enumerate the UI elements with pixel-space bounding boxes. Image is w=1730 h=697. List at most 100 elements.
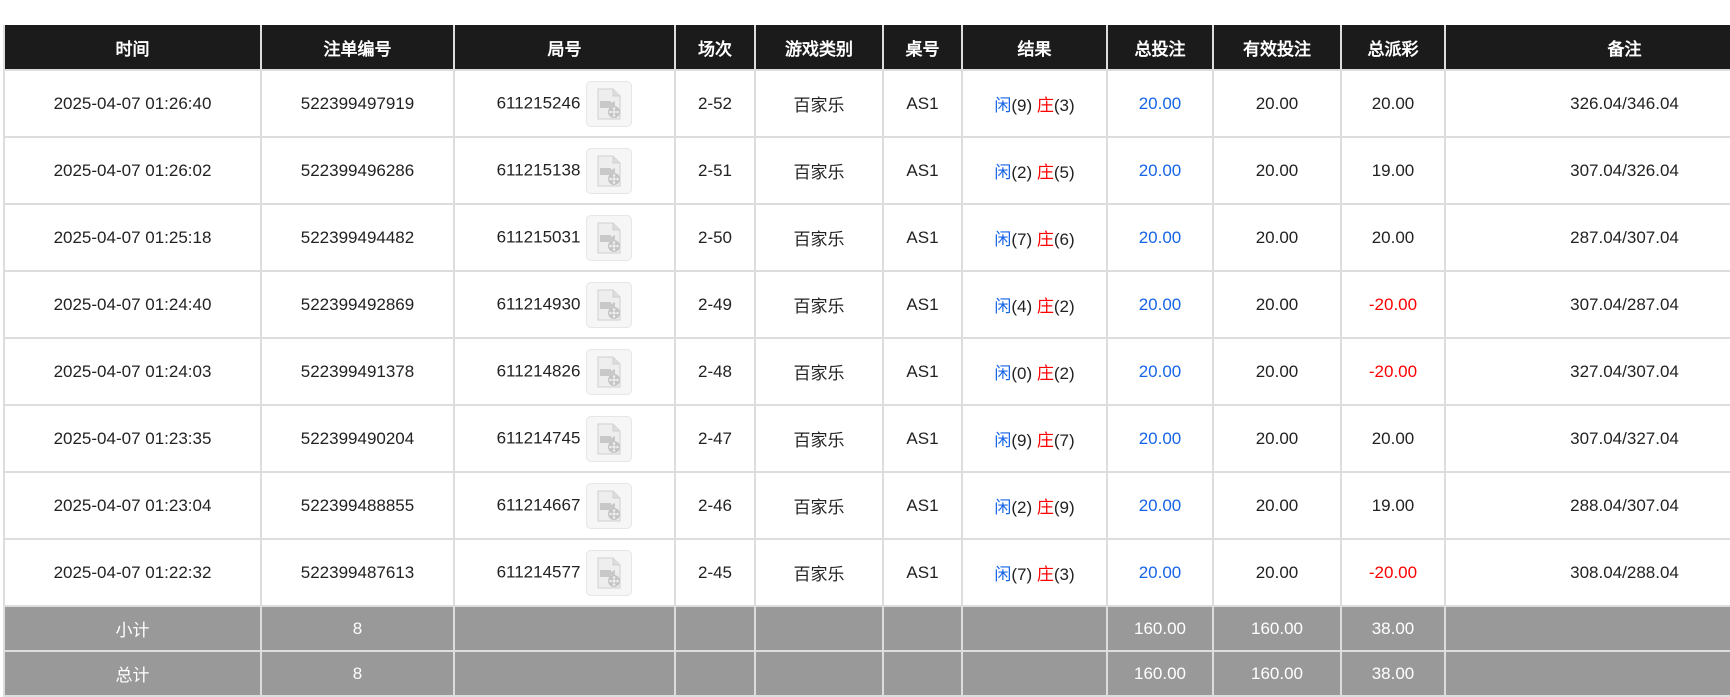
column-header: 局号 <box>453 25 676 71</box>
time-cell: 2025-04-07 01:26:40 <box>3 69 262 138</box>
time-cell: 2025-04-07 01:23:35 <box>3 404 262 473</box>
video-file-icon[interactable] <box>586 281 633 328</box>
column-header: 游戏类别 <box>754 25 884 71</box>
total-valid-bet: 160.00 <box>1212 650 1342 697</box>
player-score: (9) <box>1011 96 1033 115</box>
round-number: 611215138 <box>496 159 581 179</box>
table-number-cell: AS1 <box>882 471 963 540</box>
total-bet-cell[interactable]: 20.00 <box>1106 538 1214 607</box>
time-cell: 2025-04-07 01:25:18 <box>3 203 262 272</box>
valid-bet-cell: 20.00 <box>1212 337 1342 406</box>
column-header: 备注 <box>1444 25 1730 71</box>
video-file-icon[interactable] <box>586 415 633 462</box>
payout-cell: -20.00 <box>1340 270 1446 339</box>
bet-id-cell: 522399492869 <box>260 270 455 339</box>
player-score: (4) <box>1011 297 1033 316</box>
table-number-cell: AS1 <box>882 203 963 272</box>
table-number-cell: AS1 <box>882 404 963 473</box>
column-header: 时间 <box>3 25 262 71</box>
empty-cell <box>754 605 884 652</box>
total-bet-cell[interactable]: 20.00 <box>1106 404 1214 473</box>
total-bet-cell[interactable]: 20.00 <box>1106 337 1214 406</box>
total-bet-cell[interactable]: 20.00 <box>1106 69 1214 138</box>
banker-score: (2) <box>1053 297 1075 316</box>
banker-label: 庄 <box>1036 230 1054 249</box>
total-count: 8 <box>260 650 455 697</box>
round-number: 611214826 <box>496 360 581 380</box>
bet-id-cell: 522399488855 <box>260 471 455 540</box>
player-label: 闲 <box>994 230 1012 249</box>
video-file-icon[interactable] <box>586 214 633 261</box>
empty-cell <box>882 605 963 652</box>
shoe-cell: 2-48 <box>674 337 756 406</box>
table-row: 2025-04-07 01:23:35 522399490204 611214745… <box>3 404 1730 473</box>
shoe-cell: 2-52 <box>674 69 756 138</box>
valid-bet-cell: 20.00 <box>1212 471 1342 540</box>
payout-cell: -20.00 <box>1340 538 1446 607</box>
total-row: 总计 8 160.00 160.00 38.00 <box>3 650 1730 697</box>
player-score: (2) <box>1011 163 1033 182</box>
payout-cell: -20.00 <box>1340 337 1446 406</box>
video-file-icon[interactable] <box>586 147 633 194</box>
banker-label: 庄 <box>1036 163 1054 182</box>
video-file-icon[interactable] <box>586 80 633 127</box>
total-bet-cell[interactable]: 20.00 <box>1106 136 1214 205</box>
table-number-cell: AS1 <box>882 69 963 138</box>
table-row: 2025-04-07 01:22:32 522399487613 611214577… <box>3 538 1730 607</box>
valid-bet-cell: 20.00 <box>1212 136 1342 205</box>
total-bet-cell[interactable]: 20.00 <box>1106 270 1214 339</box>
time-cell: 2025-04-07 01:24:40 <box>3 270 262 339</box>
video-file-icon[interactable] <box>586 482 633 529</box>
empty-cell <box>674 650 756 697</box>
payout-cell: 20.00 <box>1340 203 1446 272</box>
table-row: 2025-04-07 01:23:04 522399488855 611214667… <box>3 471 1730 540</box>
bet-id-cell: 522399497919 <box>260 69 455 138</box>
result-cell: 闲(9) 庄(7) <box>961 404 1108 473</box>
round-number: 611214930 <box>496 293 581 313</box>
player-label: 闲 <box>994 565 1012 584</box>
payout-cell: 20.00 <box>1340 404 1446 473</box>
valid-bet-cell: 20.00 <box>1212 404 1342 473</box>
game-type-cell: 百家乐 <box>754 337 884 406</box>
banker-label: 庄 <box>1036 297 1054 316</box>
subtotal-total-bet: 160.00 <box>1106 605 1214 652</box>
empty-cell <box>453 650 676 697</box>
video-file-icon[interactable] <box>586 549 633 596</box>
banker-label: 庄 <box>1036 431 1054 450</box>
game-type-cell: 百家乐 <box>754 471 884 540</box>
empty-cell <box>1444 650 1730 697</box>
table-row: 2025-04-07 01:24:03 522399491378 611214826… <box>3 337 1730 406</box>
table-number-cell: AS1 <box>882 136 963 205</box>
player-score: (9) <box>1011 431 1033 450</box>
shoe-cell: 2-50 <box>674 203 756 272</box>
shoe-cell: 2-47 <box>674 404 756 473</box>
banker-score: (3) <box>1053 565 1075 584</box>
round-cell: 611214826 <box>453 337 676 406</box>
table-row: 2025-04-07 01:26:40 522399497919 611215246… <box>3 69 1730 138</box>
table-row: 2025-04-07 01:26:02 522399496286 611215138… <box>3 136 1730 205</box>
result-cell: 闲(7) 庄(6) <box>961 203 1108 272</box>
result-cell: 闲(0) 庄(2) <box>961 337 1108 406</box>
total-bet-cell[interactable]: 20.00 <box>1106 203 1214 272</box>
round-cell: 611214667 <box>453 471 676 540</box>
round-number: 611214745 <box>496 427 581 447</box>
player-score: (7) <box>1011 230 1033 249</box>
round-cell: 611214745 <box>453 404 676 473</box>
valid-bet-cell: 20.00 <box>1212 203 1342 272</box>
payout-cell: 20.00 <box>1340 69 1446 138</box>
column-header: 注单编号 <box>260 25 455 71</box>
player-score: (2) <box>1011 498 1033 517</box>
time-cell: 2025-04-07 01:22:32 <box>3 538 262 607</box>
valid-bet-cell: 20.00 <box>1212 69 1342 138</box>
remark-cell: 326.04/346.04 <box>1444 69 1730 138</box>
table-row: 2025-04-07 01:24:40 522399492869 611214930… <box>3 270 1730 339</box>
video-file-icon[interactable] <box>586 348 633 395</box>
time-cell: 2025-04-07 01:23:04 <box>3 471 262 540</box>
total-bet-cell[interactable]: 20.00 <box>1106 471 1214 540</box>
banker-label: 庄 <box>1036 364 1054 383</box>
time-cell: 2025-04-07 01:26:02 <box>3 136 262 205</box>
round-cell: 611214930 <box>453 270 676 339</box>
round-cell: 611215246 <box>453 69 676 138</box>
banker-label: 庄 <box>1036 565 1054 584</box>
remark-cell: 307.04/287.04 <box>1444 270 1730 339</box>
